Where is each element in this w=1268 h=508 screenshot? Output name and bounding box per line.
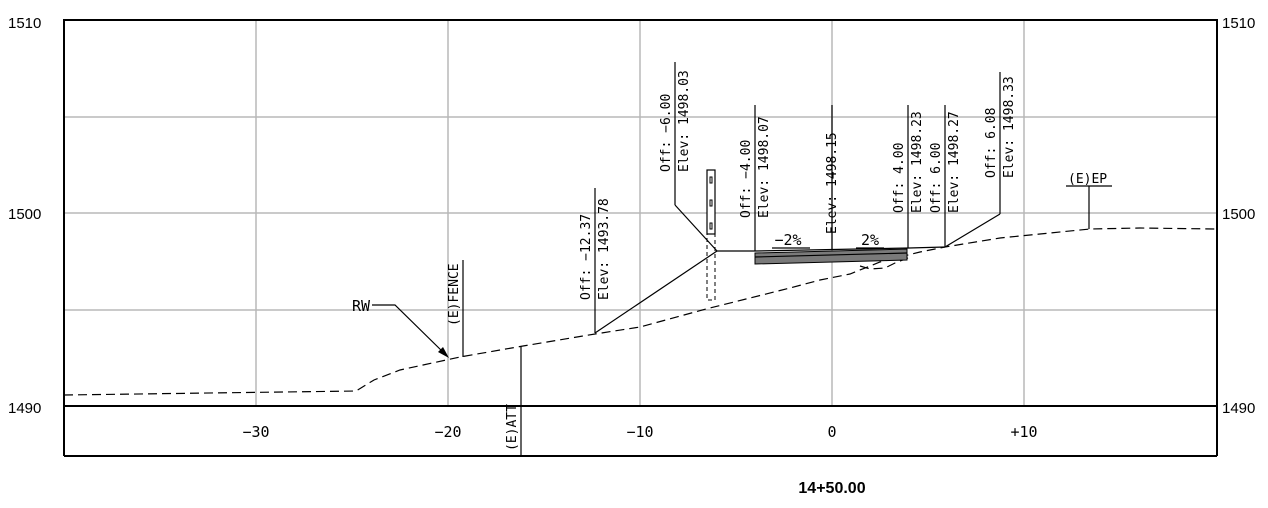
barrier-post — [709, 222, 713, 230]
rw-leader — [372, 304, 446, 355]
elevation-label: 1500 — [8, 206, 41, 223]
point-callout: Off: −6.00 Elev: 1498.03 — [659, 62, 718, 252]
callout-elevation: Elev: 1498.33 — [1002, 76, 1017, 178]
ep-label: (E)EP — [1068, 172, 1107, 187]
existing-ground-line — [63, 227, 1218, 396]
barrier-post — [709, 199, 713, 207]
callout-offset: Off: 4.00 — [892, 143, 907, 213]
grid — [64, 20, 1217, 406]
frame-border — [63, 19, 1218, 407]
slope-label: 2% — [861, 231, 879, 249]
callout-leader — [944, 213, 1001, 248]
proposed-section — [594, 169, 946, 334]
callout-elevation: Elev: 1498.07 — [757, 116, 772, 218]
fence-label: (E)FENCE — [447, 263, 462, 326]
point-callout: Off: −12.37 Elev: 1493.78 — [579, 188, 612, 333]
point-callout: Off: 6.08 Elev: 1498.33 — [944, 72, 1017, 248]
att-label: (E)ATT — [505, 404, 520, 451]
offset-label: 0 — [827, 423, 836, 441]
elevation-label: 1510 — [8, 15, 41, 32]
ep-callout: (E)EP — [1066, 172, 1112, 229]
offset-label: −10 — [626, 423, 653, 441]
station-label: 14+50.00 — [798, 480, 865, 497]
callout-offset: Off: −6.00 — [659, 94, 674, 172]
point-callout: Elev: 1498.15 — [825, 105, 840, 249]
barrier-post — [709, 176, 713, 184]
post-embedment — [706, 233, 716, 301]
point-callout: Off: −4.00 Elev: 1498.07 — [739, 105, 772, 251]
rw-callout: RW — [352, 297, 449, 358]
att-callout: (E)ATT — [505, 346, 522, 455]
callout-elevation: Elev: 1498.15 — [825, 132, 840, 234]
callout-offset: Off: 6.00 — [929, 143, 944, 213]
elevation-label: 1510 — [1222, 15, 1255, 32]
offset-label: −30 — [242, 423, 269, 441]
elevation-label: 1500 — [1222, 206, 1255, 223]
pavement-layer — [754, 252, 908, 258]
callout-elevation: Elev: 1498.27 — [947, 111, 962, 213]
shoulder-line — [908, 246, 946, 249]
point-callout: Off: 4.00 Elev: 1498.23 — [892, 105, 925, 248]
elevation-label: 1490 — [1222, 400, 1255, 417]
callout-offset: Off: 6.08 — [984, 108, 999, 178]
offset-label: −20 — [434, 423, 461, 441]
frame — [63, 19, 1218, 457]
callout-offset: Off: −12.37 — [579, 214, 594, 300]
arrowhead-icon — [438, 347, 449, 358]
fill-slope-line — [594, 250, 718, 334]
callout-leader — [674, 204, 718, 252]
callout-elevation: Elev: 1493.78 — [597, 198, 612, 300]
slope-label: −2% — [774, 231, 801, 249]
elevation-label: 1490 — [8, 400, 41, 417]
rw-label: RW — [352, 297, 371, 315]
offset-label: +10 — [1010, 423, 1037, 441]
fence-callout: (E)FENCE — [447, 260, 464, 357]
callout-elevation: Elev: 1498.23 — [910, 111, 925, 213]
pavement-section — [754, 248, 908, 265]
point-callout: Off: 6.00 Elev: 1498.27 — [929, 105, 962, 247]
existing-ground-line — [859, 257, 909, 270]
callout-elevation: Elev: 1498.03 — [677, 70, 692, 172]
callout-offset: Off: −4.00 — [739, 140, 754, 218]
